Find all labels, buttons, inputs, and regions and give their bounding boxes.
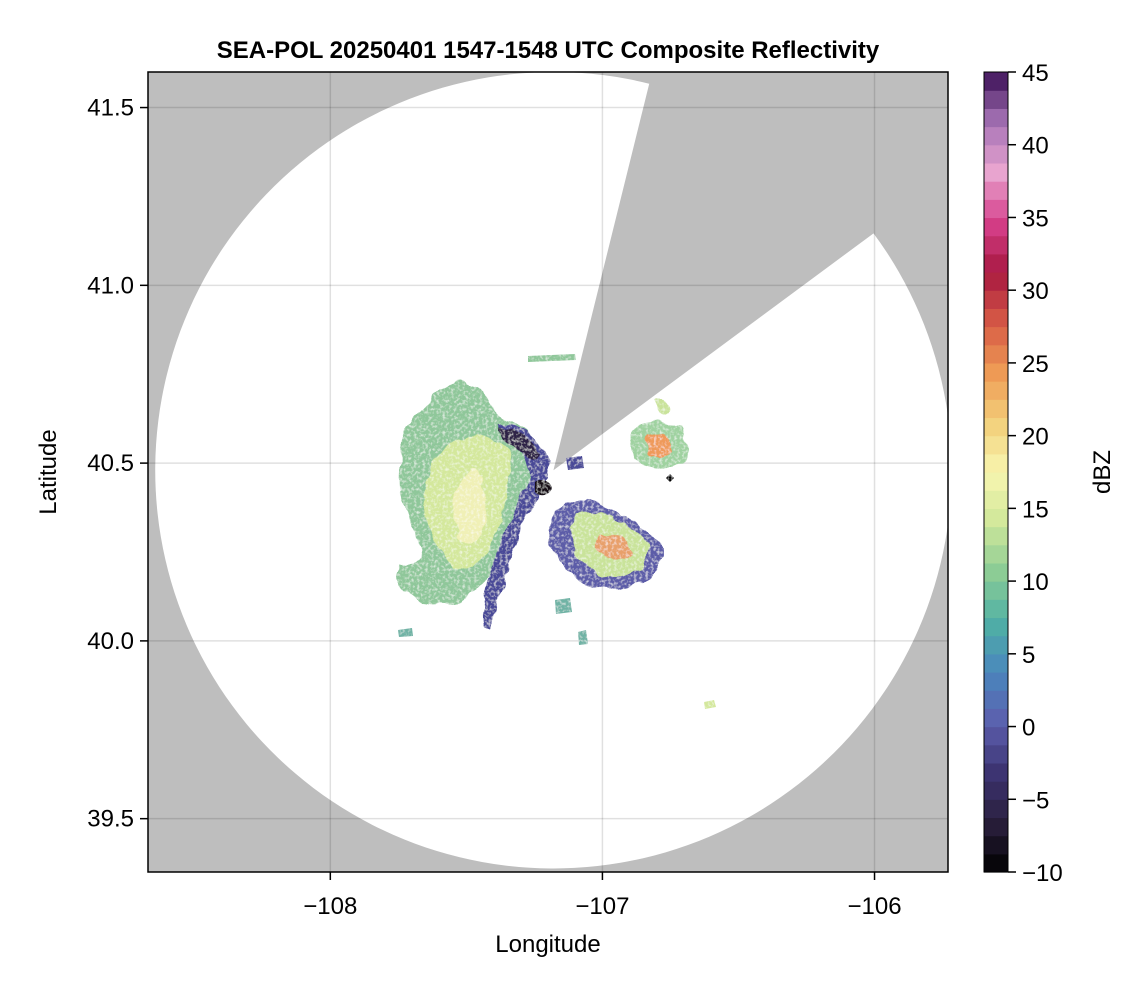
colorbar-tick-label: 40 (1022, 133, 1049, 160)
colorbar-segment (984, 817, 1008, 837)
x-axis: −108 −107 −106 (303, 872, 902, 920)
colorbar-segment (984, 90, 1008, 109)
colorbar-segment (984, 672, 1008, 691)
radar-coverage-area (155, 72, 948, 869)
echo-west-inner (454, 470, 488, 544)
x-axis-label: Longitude (495, 931, 600, 958)
colorbar-segment (984, 162, 1008, 182)
echo-black-marker (666, 474, 674, 482)
echo-dark-near (497, 427, 540, 460)
chart-title: SEA-POL 20250401 1547-1548 UTC Composite… (217, 37, 880, 64)
colorbar-tick-label: −5 (1022, 787, 1049, 814)
colorbar-segment (984, 108, 1008, 128)
colorbar-segment (984, 435, 1008, 455)
colorbar-segment (984, 544, 1008, 564)
colorbar-segment (984, 853, 1008, 873)
colorbar-segment (984, 181, 1008, 200)
colorbar-segment (984, 453, 1008, 473)
y-tick-label: 41.0 (87, 272, 134, 299)
colorbar-tick-label: 20 (1022, 424, 1049, 451)
y-axis: 39.5 40.0 40.5 41.0 41.5 (87, 95, 148, 833)
echo-north-strip (528, 354, 576, 362)
colorbar-segment (984, 708, 1008, 728)
colorbar-segment (984, 508, 1008, 528)
colorbar-tick-label: 35 (1022, 205, 1049, 232)
colorbar-segment (984, 381, 1008, 400)
colorbar-segment (984, 526, 1008, 546)
colorbar-segment (984, 308, 1008, 328)
colorbar-segment (984, 490, 1008, 509)
colorbar-segment (984, 653, 1008, 673)
colorbar-label: dBZ (1089, 450, 1116, 494)
colorbar-segment (984, 253, 1008, 273)
colorbar-tick-label: 25 (1022, 351, 1049, 378)
colorbar-segment (984, 799, 1008, 819)
colorbar-segment (984, 762, 1008, 782)
colorbar-segment (984, 362, 1008, 382)
x-tick-label: −108 (303, 893, 357, 920)
colorbar-segment (984, 344, 1008, 364)
colorbar-segment (984, 835, 1008, 855)
x-tick-label: −107 (575, 893, 629, 920)
y-tick-label: 41.5 (87, 95, 134, 122)
colorbar-segment (984, 562, 1008, 582)
y-tick-label: 39.5 (87, 806, 134, 833)
echo-southeast-peak (595, 533, 631, 562)
colorbar-segment (984, 199, 1008, 219)
colorbar-segment (984, 72, 1008, 91)
colorbar-segment (984, 581, 1008, 600)
colorbar-tick-label: 10 (1022, 569, 1049, 596)
colorbar-segment (984, 417, 1008, 437)
colorbar-segment (984, 272, 1008, 291)
echo-small-purple (566, 456, 584, 470)
colorbar-segment (984, 326, 1008, 346)
colorbar-segment (984, 726, 1008, 746)
colorbar-segment (984, 472, 1008, 491)
echo-purple-arc (482, 423, 549, 630)
colorbar-tick-label: 45 (1022, 60, 1049, 87)
x-tick-label: −106 (847, 893, 901, 920)
colorbar-tick-label: 15 (1022, 496, 1049, 523)
colorbar-segment (984, 690, 1008, 709)
echo-northeast-core (645, 433, 673, 456)
colorbar-tick-label: −10 (1022, 860, 1063, 887)
colorbar-segment (984, 399, 1008, 419)
y-tick-label: 40.0 (87, 628, 134, 655)
colorbar: −10 −5 0 5 10 15 20 25 30 35 40 45 (983, 60, 1063, 887)
colorbar-segment (984, 235, 1008, 255)
plot-area (147, 71, 949, 873)
echo-layer (395, 354, 716, 709)
y-tick-label: 40.5 (87, 450, 134, 477)
colorbar-tick-label: 0 (1022, 715, 1035, 742)
colorbar-segment (984, 599, 1008, 619)
colorbar-segment (984, 126, 1008, 146)
colorbar-segment (984, 617, 1008, 637)
echo-bits-south (398, 598, 588, 645)
colorbar-tick-label: 5 (1022, 642, 1035, 669)
echo-south-small (704, 700, 716, 709)
colorbar-segment (984, 290, 1008, 309)
colorbar-segment (984, 744, 1008, 764)
colorbar-segment (984, 635, 1008, 655)
colorbar-frame (983, 71, 1009, 873)
colorbar-segment (984, 217, 1008, 237)
echo-near-radar (535, 480, 552, 496)
colorbar-tick-label: 30 (1022, 278, 1049, 305)
plot-frame (147, 71, 949, 873)
y-axis-label: Latitude (35, 429, 62, 514)
echo-northeast-top (655, 400, 669, 416)
colorbar-segment (984, 781, 1008, 800)
colorbar-segment (984, 144, 1008, 164)
